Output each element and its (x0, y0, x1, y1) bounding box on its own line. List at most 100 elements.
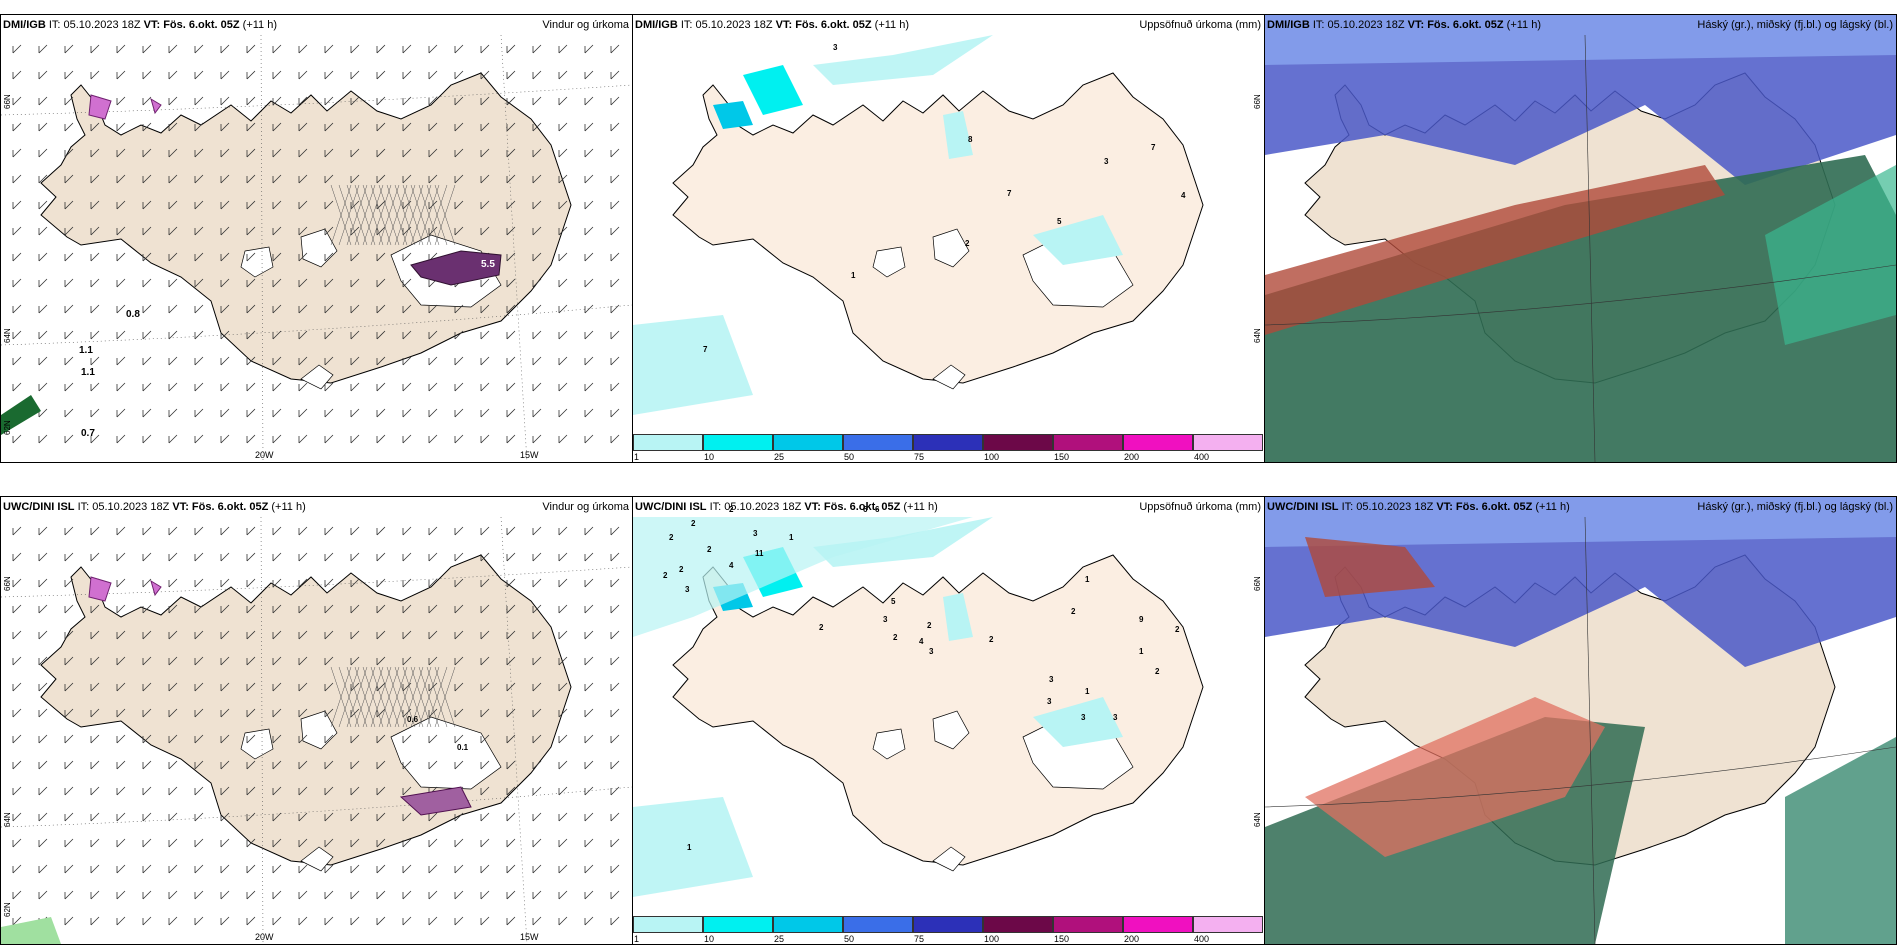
wind-barb (428, 70, 438, 80)
wind-barb (64, 838, 74, 848)
wind-barb (324, 630, 334, 640)
wind-barb (376, 96, 386, 106)
wind-barb (376, 356, 386, 366)
wind-barb (168, 304, 178, 314)
wind-barb (272, 278, 282, 288)
wind-barb (584, 708, 594, 718)
wind-barb (246, 552, 256, 562)
wind-barb (324, 96, 334, 106)
high-cloud-layer-bright (1785, 737, 1896, 944)
wind-barb (142, 864, 152, 874)
wind-barb (610, 916, 620, 926)
wind-barb (350, 226, 360, 236)
wind-barb (480, 200, 490, 210)
wind-barb (376, 174, 386, 184)
contour-label: 3 (1049, 675, 1054, 684)
wind-barb (298, 330, 308, 340)
wind-barb (298, 604, 308, 614)
wind-barb (350, 122, 360, 132)
hatch-line (330, 666, 352, 728)
wind-barb (350, 96, 360, 106)
legend-swatch (843, 916, 913, 933)
wind-barb (428, 96, 438, 106)
wind-barb (116, 916, 126, 926)
wind-barb (220, 682, 230, 692)
wind-barb (116, 552, 126, 562)
wind-barb (298, 122, 308, 132)
wind-barb (194, 408, 204, 418)
wind-barb (584, 148, 594, 158)
mid-cloud-layer-light (1265, 497, 1896, 547)
wind-barb (220, 838, 230, 848)
wind-barb (454, 552, 464, 562)
wind-barb (64, 122, 74, 132)
wind-barb (116, 330, 126, 340)
wind-barb (64, 330, 74, 340)
low-cloud-layer (1265, 165, 1725, 335)
wind-barb (350, 252, 360, 262)
wind-barb (168, 44, 178, 54)
wind-barb (90, 330, 100, 340)
wind-barb (38, 630, 48, 640)
wind-barb (168, 382, 178, 392)
wind-barb (532, 708, 542, 718)
wind-barb (272, 434, 282, 444)
wind-barb (116, 382, 126, 392)
wind-barb (12, 252, 22, 262)
wind-barb (168, 812, 178, 822)
hatch-line (386, 184, 408, 246)
wind-barb (376, 252, 386, 262)
wind-barb (246, 656, 256, 666)
wind-barb (324, 44, 334, 54)
wind-barb (506, 812, 516, 822)
wind-barb (584, 200, 594, 210)
wind-barb (38, 864, 48, 874)
wind-barb (558, 356, 568, 366)
low-cloud-layer (1305, 537, 1435, 597)
wind-barb (402, 330, 412, 340)
wind-barb (584, 356, 594, 366)
wind-barb (584, 44, 594, 54)
wind-barb (272, 630, 282, 640)
hatch-line (386, 666, 408, 728)
contour-label: 1 (789, 533, 794, 542)
wind-barb (480, 330, 490, 340)
wind-barb (116, 760, 126, 770)
wind-barb (324, 864, 334, 874)
wind-barb (272, 252, 282, 262)
wind-barb (610, 304, 620, 314)
map-wind-precip-uwc (1, 497, 632, 944)
wind-barb (480, 656, 490, 666)
wind-barb (298, 682, 308, 692)
wind-barb (12, 382, 22, 392)
wind-barb (90, 356, 100, 366)
hatch-line (370, 184, 392, 246)
lead-time: (+11 h) (1535, 501, 1570, 513)
wind-barb (142, 708, 152, 718)
wind-barb (12, 734, 22, 744)
wind-barb (584, 630, 594, 640)
wind-barb (532, 356, 542, 366)
wind-barb (116, 708, 126, 718)
wind-barb (246, 812, 256, 822)
contour-label: 3 (1081, 713, 1086, 722)
wind-barb (428, 890, 438, 900)
wind-barb (194, 174, 204, 184)
panel-header: UWC/DINI ISL IT: 05.10.2023 18Z VT: Fös.… (635, 501, 938, 513)
panel-header: UWC/DINI ISL IT: 05.10.2023 18Z VT: Fös.… (1267, 501, 1570, 513)
wind-barb (12, 226, 22, 236)
wind-barb (12, 916, 22, 926)
lead-time: (+11 h) (874, 19, 910, 31)
wind-barb (246, 708, 256, 718)
wind-barb (558, 122, 568, 132)
precip-area (1033, 215, 1123, 265)
wind-barb (142, 604, 152, 614)
wind-barb (324, 434, 334, 444)
wind-barb (376, 408, 386, 418)
wind-barb (220, 786, 230, 796)
wind-barb (584, 526, 594, 536)
map-accum-precip-dmi (633, 15, 1264, 462)
contour-label: 4 (919, 637, 924, 646)
wind-barb (324, 148, 334, 158)
wind-barb (38, 356, 48, 366)
